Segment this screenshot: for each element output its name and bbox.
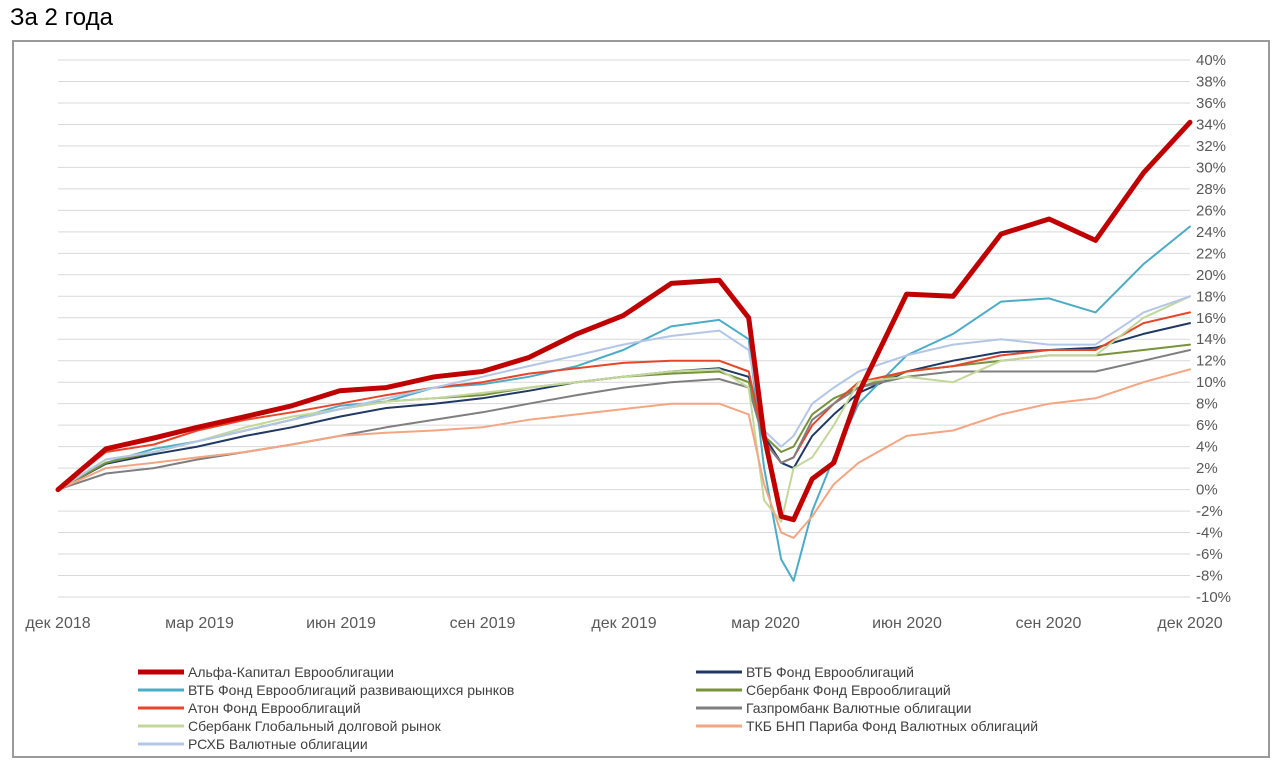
y-tick-label: 0%: [1196, 482, 1218, 499]
y-tick-label: 2%: [1196, 460, 1218, 477]
y-tick-label: -6%: [1196, 546, 1223, 563]
y-tick-label: -2%: [1196, 503, 1223, 520]
legend-label: ВТБ Фонд Еврооблигаций развивающихся рын…: [188, 682, 514, 698]
y-tick-label: 38%: [1196, 73, 1226, 90]
x-tick-label: июн 2019: [306, 615, 376, 632]
y-tick-label: 8%: [1196, 396, 1218, 413]
x-tick-label: дек 2019: [591, 615, 656, 632]
y-tick-label: 10%: [1196, 374, 1226, 391]
y-tick-label: 14%: [1196, 331, 1226, 348]
page-title: За 2 года: [10, 4, 113, 31]
x-tick-label: сен 2020: [1016, 615, 1082, 632]
x-tick-label: дек 2020: [1157, 615, 1222, 632]
y-tick-label: -4%: [1196, 525, 1223, 542]
y-tick-label: 36%: [1196, 95, 1226, 112]
x-tick-label: дек 2018: [25, 615, 90, 632]
legend-label: Альфа-Капитал Еврооблигации: [188, 664, 394, 680]
y-tick-label: 4%: [1196, 439, 1218, 456]
legend-label: ВТБ Фонд Еврооблигаций: [746, 664, 914, 680]
y-tick-label: 34%: [1196, 116, 1226, 133]
y-tick-label: -10%: [1196, 589, 1231, 606]
y-tick-label: 40%: [1196, 52, 1226, 69]
legend-label: Газпромбанк Валютные облигации: [746, 700, 971, 716]
x-tick-label: сен 2019: [450, 615, 516, 632]
y-tick-label: 30%: [1196, 159, 1226, 176]
y-tick-label: 22%: [1196, 245, 1226, 262]
legend-label: ТКБ БНП Париба Фонд Валютных облигаций: [746, 718, 1038, 734]
y-tick-label: 18%: [1196, 288, 1226, 305]
legend-label: Атон Фонд Еврооблигаций: [188, 700, 361, 716]
y-tick-label: 32%: [1196, 138, 1226, 155]
series-line-8: [57, 295, 1191, 491]
legend-label: Сбербанк Глобальный долговой рынок: [188, 718, 442, 734]
y-tick-label: 26%: [1196, 202, 1226, 219]
x-tick-label: мар 2019: [165, 615, 234, 632]
y-tick-label: 20%: [1196, 267, 1226, 284]
series-line-6: [57, 295, 1191, 523]
line-chart: 40% 38% 36% 34% 32% 30% 28% 26% 24% 22% 20% 18% 16% 1…: [25, 52, 1231, 752]
x-tick-label: июн 2020: [872, 615, 942, 632]
legend-label: Сбербанк Фонд Еврооблигаций: [746, 682, 951, 698]
y-tick-label: 12%: [1196, 353, 1226, 370]
chart-frame: 40% 38% 36% 34% 32% 30% 28% 26% 24% 22% 20% 18% 16% 1…: [12, 40, 1270, 758]
series-line-0: [55, 119, 1193, 523]
series-line-4: [57, 311, 1191, 491]
y-tick-label: 6%: [1196, 417, 1218, 434]
y-tick-label: 16%: [1196, 310, 1226, 327]
y-tick-label: -8%: [1196, 568, 1223, 585]
x-tick-label: мар 2020: [731, 615, 800, 632]
series-line-1: [57, 322, 1191, 491]
y-tick-label: 28%: [1196, 181, 1226, 198]
y-tick-label: 24%: [1196, 224, 1226, 241]
legend-label: РСХБ Валютные облигации: [188, 736, 368, 752]
series-line-7: [57, 368, 1191, 539]
